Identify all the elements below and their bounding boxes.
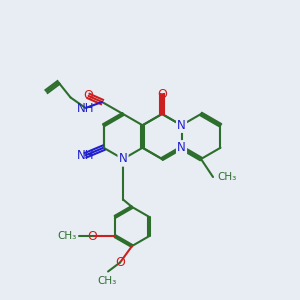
- Text: N: N: [119, 152, 128, 166]
- Text: O: O: [84, 89, 94, 103]
- Text: CH₃: CH₃: [218, 172, 237, 182]
- Text: NH: NH: [77, 149, 94, 162]
- Text: N: N: [177, 141, 186, 154]
- Text: N: N: [177, 119, 186, 132]
- Text: N: N: [177, 119, 186, 132]
- Text: O: O: [88, 230, 98, 243]
- Text: N: N: [119, 152, 128, 166]
- Text: N: N: [177, 141, 186, 154]
- Text: CH₃: CH₃: [58, 231, 77, 241]
- Text: CH₃: CH₃: [97, 276, 116, 286]
- Text: O: O: [157, 88, 167, 101]
- Text: O: O: [115, 256, 125, 269]
- Text: NH: NH: [77, 101, 94, 115]
